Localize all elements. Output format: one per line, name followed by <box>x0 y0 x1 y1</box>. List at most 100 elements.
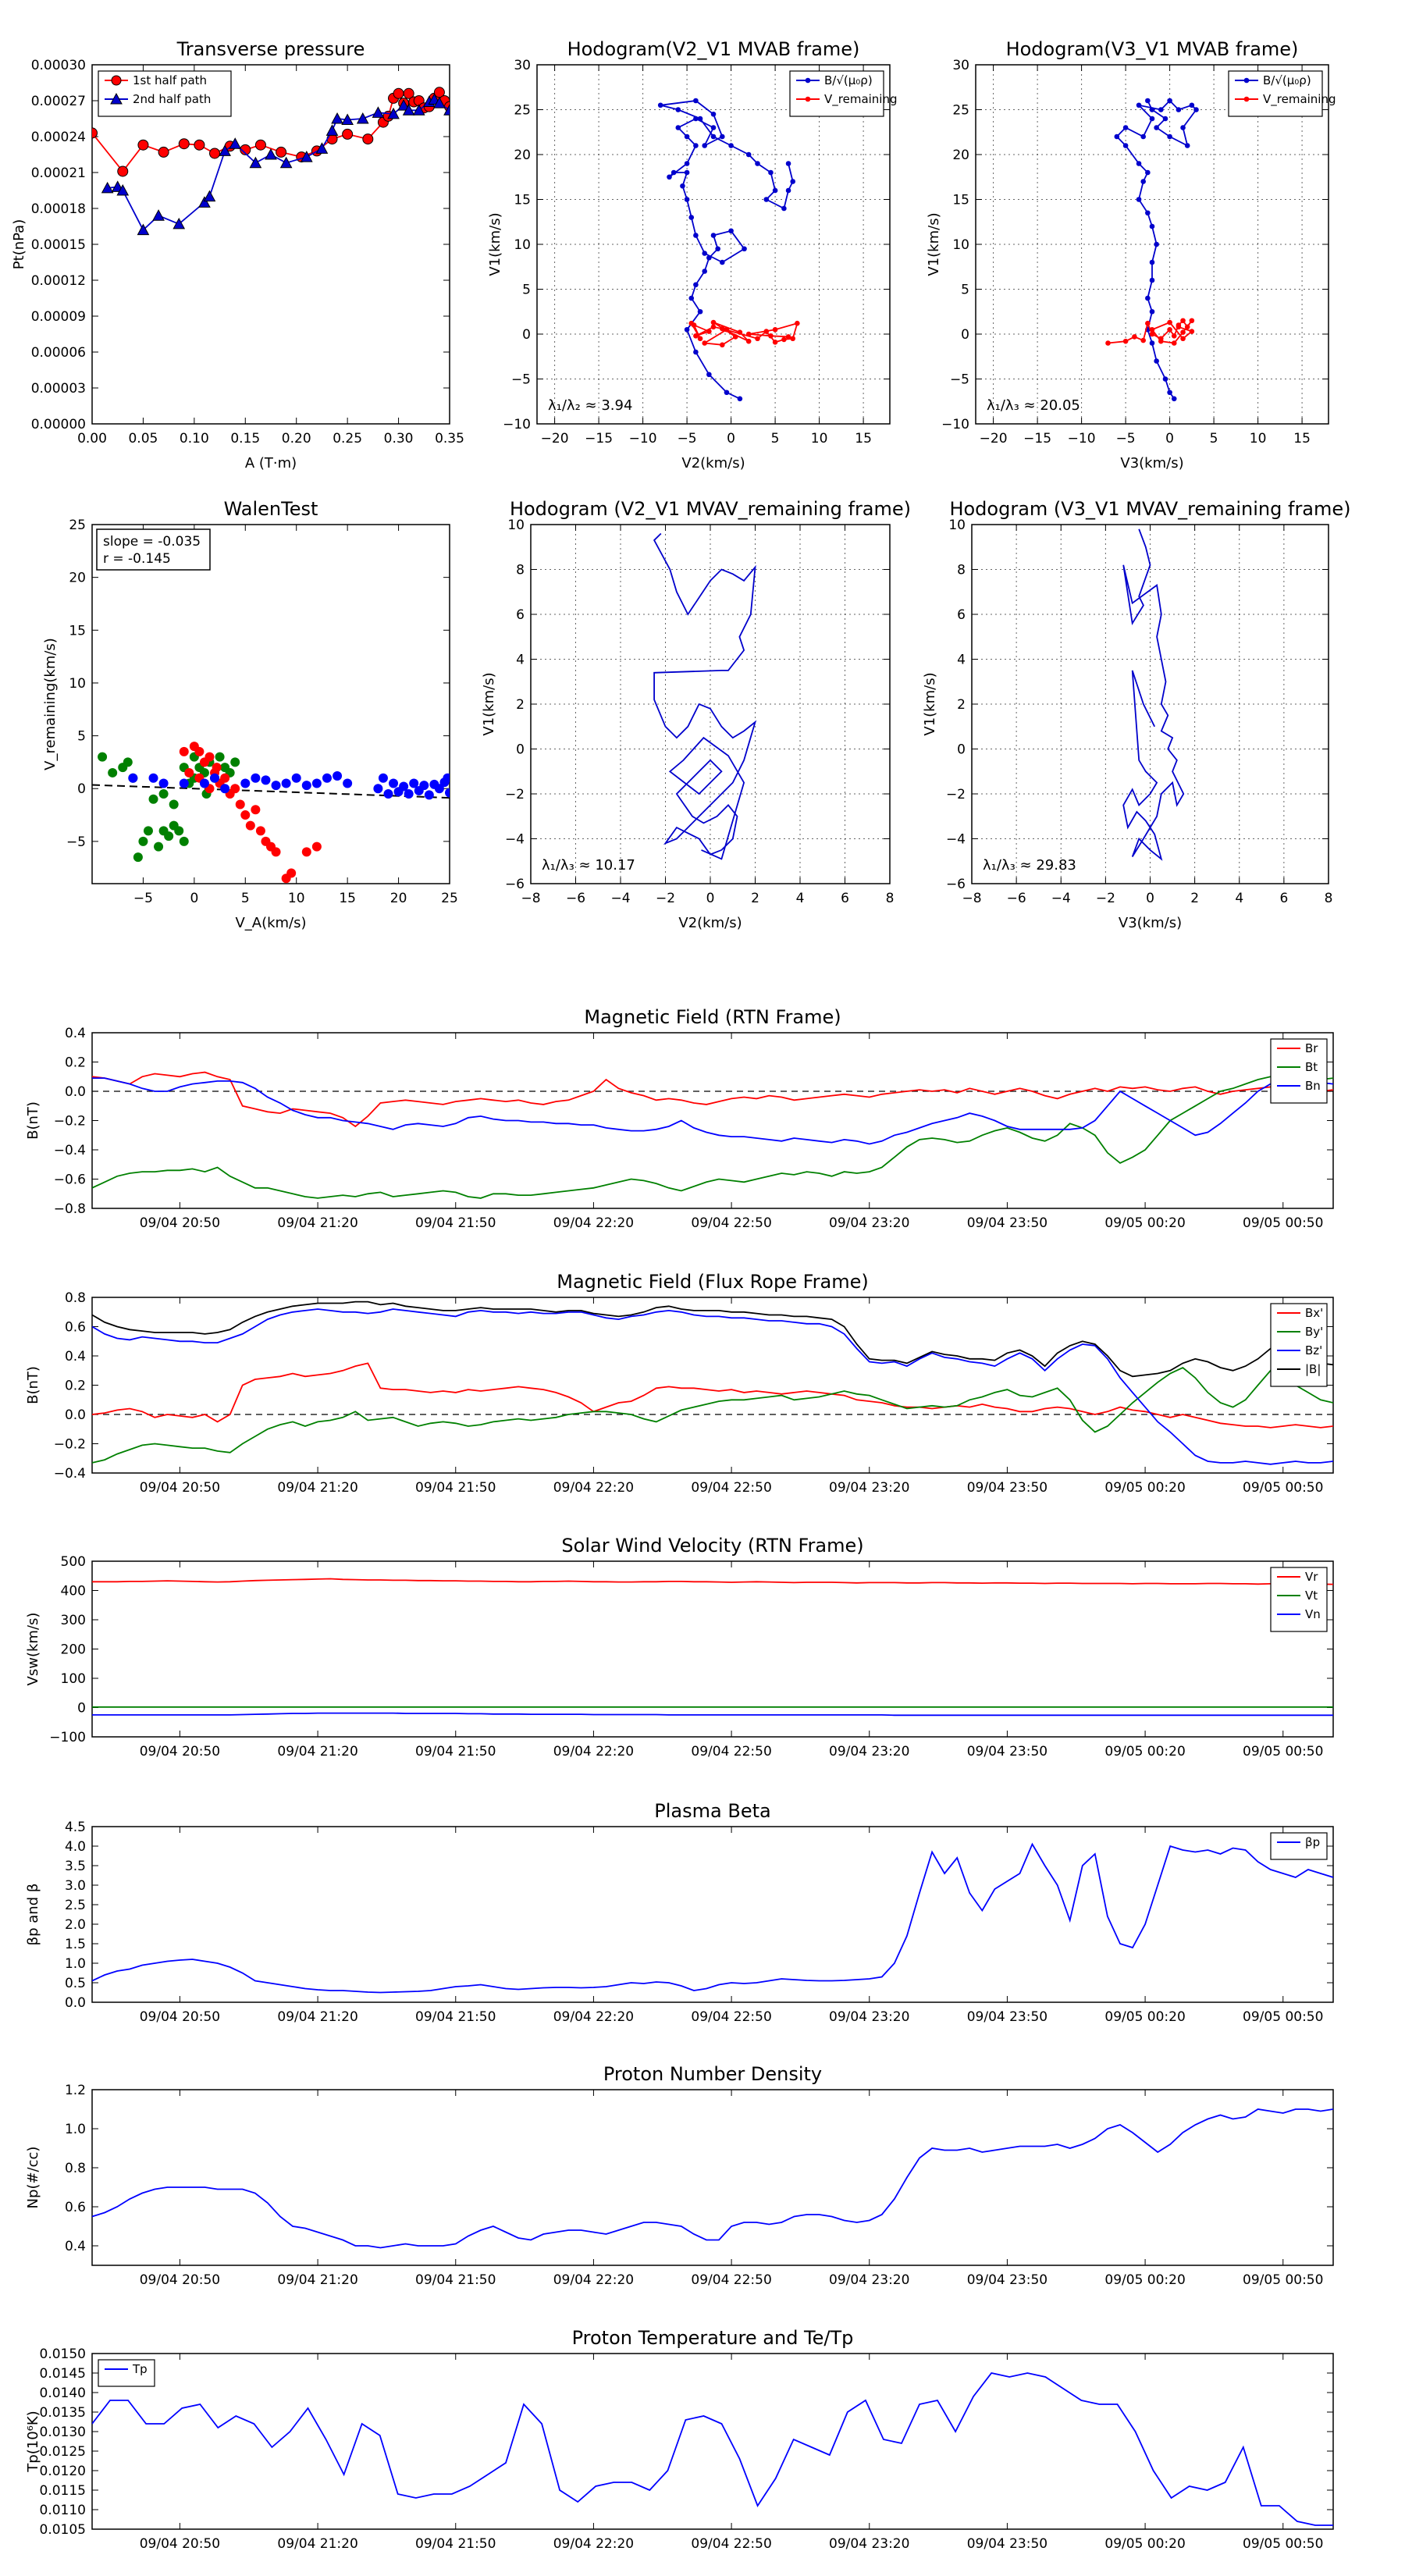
y-tick-label: 0.00000 <box>31 417 86 432</box>
data-point <box>710 319 717 326</box>
plot-frame <box>91 524 450 884</box>
data-point <box>402 104 415 116</box>
data-point <box>737 396 743 402</box>
y-tick-label: 2 <box>516 697 525 713</box>
data-point <box>322 773 332 783</box>
data-point <box>300 151 313 162</box>
data-point <box>311 778 322 788</box>
data-point <box>116 183 130 196</box>
annotation: λ₁/λ₂ ≈ 3.94 <box>548 397 632 414</box>
data-point <box>251 773 261 783</box>
chart-title: Plasma Beta <box>654 1800 770 1822</box>
y-axis-label: Vsw(km/s) <box>25 1613 41 1686</box>
y-tick-label: −4 <box>946 832 966 848</box>
x-axis-label: V3(km/s) <box>1120 455 1183 471</box>
y-tick-label: 0.0115 <box>40 2483 86 2499</box>
data-point <box>148 773 158 783</box>
x-tick-label: 09/04 22:50 <box>691 2009 771 2025</box>
data-point <box>240 810 251 820</box>
x-tick-label: 09/04 21:20 <box>277 2272 357 2288</box>
data-point <box>710 133 717 140</box>
data-point <box>720 342 725 348</box>
x-tick-label: 09/04 22:50 <box>691 1744 771 1759</box>
plot-area <box>92 1300 1333 1465</box>
series-data <box>179 742 322 884</box>
y-tick-label: 10 <box>952 237 969 253</box>
data-point <box>706 254 712 261</box>
data-point <box>710 324 717 330</box>
x-tick-label: 09/04 22:50 <box>691 2536 771 2552</box>
data-point <box>1136 197 1142 202</box>
x-tick-label: 09/04 20:50 <box>140 1480 220 1496</box>
y-tick-label: 20 <box>514 148 531 163</box>
y-tick-label: 5 <box>522 283 531 298</box>
data-point <box>715 246 720 252</box>
legend-marker <box>805 77 811 84</box>
plot-frame <box>91 1297 1334 1474</box>
data-point <box>1114 133 1120 140</box>
data-point <box>1136 102 1142 109</box>
x-tick-label: 09/04 22:20 <box>553 1215 634 1231</box>
data-point <box>755 161 760 166</box>
data-point <box>1145 295 1151 301</box>
x-tick-label: 09/05 00:20 <box>1104 2272 1185 2288</box>
series-Br <box>92 1071 1333 1128</box>
legend-label: B/√(μ₀ρ) <box>1263 73 1311 87</box>
series-line <box>92 1712 1333 1717</box>
x-tick-label: 09/04 20:50 <box>140 2009 220 2025</box>
y-tick-label: 10 <box>507 518 525 533</box>
legend-label: Vn <box>1305 1607 1321 1621</box>
y-tick-label: 0 <box>77 781 86 797</box>
data-point <box>137 139 149 151</box>
x-tick-label: 0 <box>1165 431 1174 447</box>
series-line <box>1115 99 1197 400</box>
y-axis-label: V1(km/s) <box>487 212 503 276</box>
data-point <box>138 836 148 846</box>
data-point <box>279 156 293 169</box>
legend-label: B/√(μ₀ρ) <box>824 73 873 87</box>
data-point <box>194 139 205 151</box>
annotation: λ₁/λ₃ ≈ 10.17 <box>542 857 635 873</box>
legend-box <box>1270 1832 1328 1860</box>
plot-frame <box>91 1826 1334 2003</box>
data-point <box>240 144 251 155</box>
x-tick-label: 09/04 23:20 <box>829 1215 909 1231</box>
y-tick-label: 0.8 <box>65 1290 86 1306</box>
series-Bx <box>92 1362 1333 1429</box>
x-tick-label: −4 <box>610 891 630 906</box>
data-point <box>424 790 434 800</box>
data-point <box>720 133 725 140</box>
x-tick-label: 09/04 22:50 <box>691 1215 771 1231</box>
x-tick-label: −20 <box>541 431 569 447</box>
y-tick-label: 1.0 <box>65 2122 86 2137</box>
y-axis-label: V_remaining(km/s) <box>42 638 59 770</box>
series-line <box>92 1076 1333 1199</box>
data-point <box>728 143 734 148</box>
data-point <box>205 752 215 762</box>
plot-area <box>92 1578 1333 1717</box>
data-point <box>1176 107 1182 112</box>
legend: B/√(μ₀ρ) V_remaining <box>1228 70 1336 117</box>
legend-label: By' <box>1305 1325 1323 1339</box>
data-point <box>219 144 231 156</box>
data-point <box>108 767 118 777</box>
x-tick-label: 09/04 20:50 <box>140 2536 220 2552</box>
y-tick-label: 25 <box>952 103 969 119</box>
y-tick-label: 0 <box>516 742 525 758</box>
y-tick-label: 4 <box>516 653 525 668</box>
y-tick-label: 0.6 <box>65 2200 86 2215</box>
x-tick-label: 0.35 <box>435 431 464 447</box>
data-point <box>235 799 245 809</box>
y-tick-label: 0.4 <box>65 2239 86 2254</box>
y-tick-label: 1.0 <box>65 1956 86 1972</box>
series-line <box>92 2108 1333 2249</box>
y-tick-label: 6 <box>957 607 966 623</box>
data-point <box>1136 161 1142 166</box>
y-tick-label: 400 <box>61 1584 86 1599</box>
series-line <box>691 322 799 346</box>
data-point <box>301 781 311 791</box>
data-point <box>356 112 369 124</box>
data-point <box>693 282 699 288</box>
x-tick-label: −5 <box>678 431 697 447</box>
legend-label: βp <box>1305 1835 1320 1849</box>
